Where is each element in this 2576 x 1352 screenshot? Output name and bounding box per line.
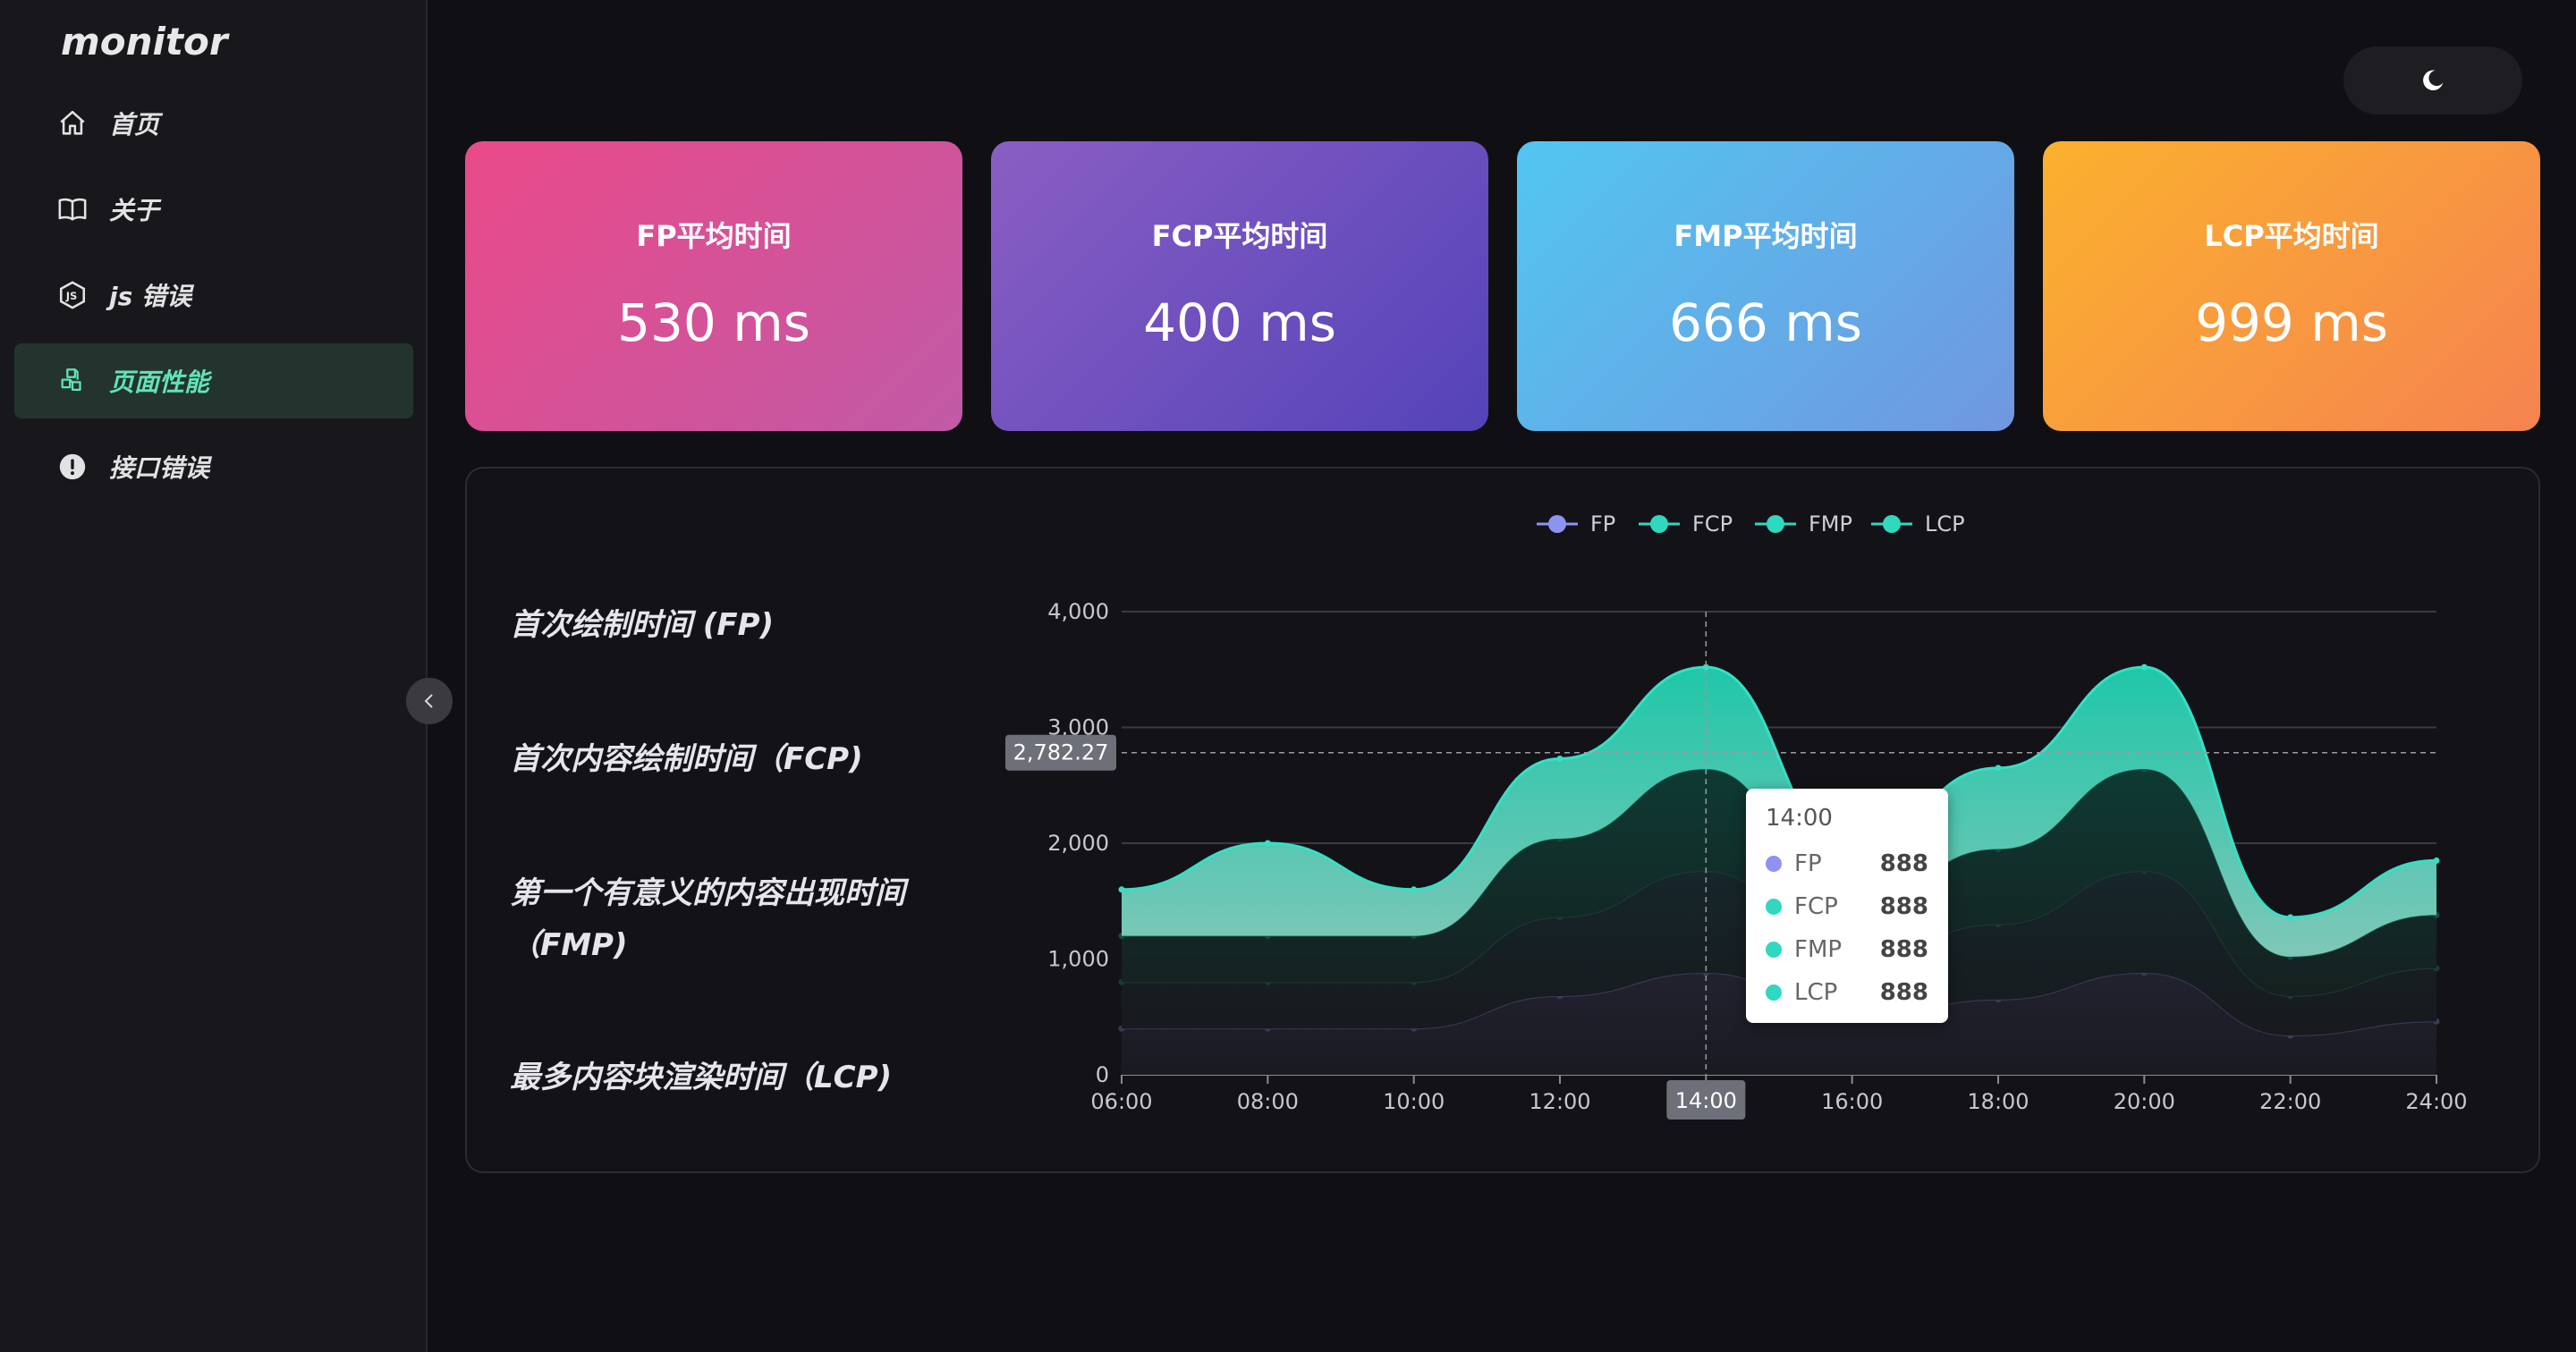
legend-marker <box>1767 515 1784 533</box>
moon-icon <box>2423 70 2444 91</box>
y-tick-label: 2,000 <box>1047 831 1109 856</box>
series-point-lcp <box>1264 840 1271 847</box>
series-point-lcp <box>1702 663 1709 671</box>
book-icon <box>57 194 88 224</box>
fp-average-card: FP平均时间 530 ms <box>465 141 962 431</box>
legend-label: FCP <box>1692 511 1733 537</box>
series-point-lcp <box>1556 755 1563 762</box>
lcp-average-card: LCP平均时间 999 ms <box>2043 141 2540 431</box>
sidebar-collapse-button[interactable] <box>406 678 453 724</box>
series-point-lcp <box>1118 886 1125 893</box>
tooltip-series-value: 888 <box>1879 979 1928 1006</box>
card-value: 999 ms <box>2195 292 2388 353</box>
x-tick-label: 18:00 <box>1967 1089 2029 1114</box>
sidebar-item-label: js 错误 <box>109 282 192 311</box>
tooltip-title: 14:00 <box>1766 805 1833 832</box>
y-tick-label: 0 <box>1096 1062 1109 1087</box>
card-title: FP平均时间 <box>636 219 792 253</box>
axis-pointer-y-label: 2,782.27 <box>1013 740 1109 765</box>
sidebar-item-label: 首页 <box>109 110 160 139</box>
x-tick-label: 20:00 <box>2114 1089 2175 1114</box>
legend-marker <box>1650 515 1668 533</box>
js-icon: JS <box>57 280 88 310</box>
metric-description-lcp: 最多内容块渲染时间（LCP) <box>510 1060 893 1095</box>
svg-text:JS: JS <box>65 290 77 302</box>
fcp-average-card: FCP平均时间 400 ms <box>991 141 1488 431</box>
axis-pointer-x-label: 14:00 <box>1675 1088 1737 1113</box>
card-value: 530 ms <box>617 292 810 353</box>
series-point-lcp <box>2287 914 2294 921</box>
tooltip-row: FP 888 <box>1766 842 1928 885</box>
tooltip-series-name: FP <box>1794 850 1822 877</box>
tooltip-series-name: LCP <box>1794 979 1838 1006</box>
metric-description-fp: 首次绘制时间 (FP) <box>510 607 775 643</box>
tooltip-series-name: FMP <box>1794 936 1843 963</box>
sidebar-item-about[interactable]: 关于 <box>14 172 413 247</box>
alert-circle-icon <box>57 452 88 482</box>
card-title: LCP平均时间 <box>2204 219 2379 253</box>
card-title: FCP平均时间 <box>1151 219 1328 253</box>
cubes-icon <box>57 366 88 396</box>
series-point-lcp <box>2433 857 2440 864</box>
series-dot <box>1766 942 1782 958</box>
x-tick-label: 16:00 <box>1821 1089 1883 1114</box>
legend-label: FMP <box>1809 511 1852 537</box>
legend-marker <box>1548 515 1566 533</box>
tooltip-row: FMP 888 <box>1766 928 1928 971</box>
sidebar-item-home[interactable]: 首页 <box>14 86 413 161</box>
metric-description-fcp: 首次内容绘制时间（FCP) <box>510 741 863 777</box>
axis-pointer-x-badge <box>1666 1080 1746 1120</box>
sidebar-item-js-error[interactable]: JS js 错误 <box>14 258 413 333</box>
x-tick-label: 22:00 <box>2259 1089 2321 1114</box>
card-value: 666 ms <box>1669 292 1862 353</box>
tooltip-series-value: 888 <box>1879 893 1928 920</box>
tooltip-series-value: 888 <box>1879 850 1928 877</box>
axis-pointer-y-badge <box>1005 734 1116 771</box>
fmp-average-card: FMP平均时间 666 ms <box>1517 141 2014 431</box>
series-point-lcp <box>1995 765 2002 772</box>
series-dot <box>1766 856 1782 872</box>
card-value: 400 ms <box>1143 292 1336 353</box>
card-title: FMP平均时间 <box>1674 219 1858 253</box>
tooltip-row: FCP 888 <box>1766 885 1928 928</box>
metric-description-fmp: 第一个有意义的内容出现时间（FMP) <box>510 875 905 963</box>
tooltip-series-value: 888 <box>1879 936 1928 963</box>
series-dot <box>1766 899 1782 915</box>
series-dot <box>1766 984 1782 1001</box>
sidebar-item-label: 接口错误 <box>109 453 210 483</box>
sidebar-item-api-error[interactable]: 接口错误 <box>14 429 413 504</box>
tooltip-series-name: FCP <box>1794 893 1838 920</box>
sidebar-item-performance[interactable]: 页面性能 <box>14 343 413 418</box>
chart-tooltip: 14:00 FP 888 FCP 888 FMP 888 LCP 888 <box>1746 789 1948 1023</box>
legend-label: FP <box>1590 511 1615 537</box>
legend-label: LCP <box>1925 511 1965 537</box>
x-tick-label: 24:00 <box>2405 1089 2467 1114</box>
series-area-fp <box>1122 973 2436 1075</box>
theme-toggle-button[interactable] <box>2343 46 2522 114</box>
y-tick-label: 1,000 <box>1047 947 1109 972</box>
tooltip-row: LCP 888 <box>1766 971 1928 1014</box>
x-tick-label: 12:00 <box>1529 1089 1590 1114</box>
sidebar-item-label: 页面性能 <box>109 368 210 397</box>
x-tick-label: 08:00 <box>1237 1089 1299 1114</box>
y-tick-label: 4,000 <box>1047 599 1109 624</box>
sidebar-item-label: 关于 <box>109 196 160 225</box>
sidebar: monitor 首页 关于 JS js 错误 <box>0 0 428 1352</box>
legend-marker <box>1883 515 1901 533</box>
home-icon <box>57 108 88 139</box>
x-tick-label: 06:00 <box>1090 1089 1152 1114</box>
series-point-lcp <box>2140 663 2148 671</box>
chevron-left-icon <box>424 694 433 708</box>
series-point-lcp <box>1411 886 1418 893</box>
x-tick-label: 10:00 <box>1383 1089 1445 1114</box>
app-logo: monitor <box>61 20 228 63</box>
